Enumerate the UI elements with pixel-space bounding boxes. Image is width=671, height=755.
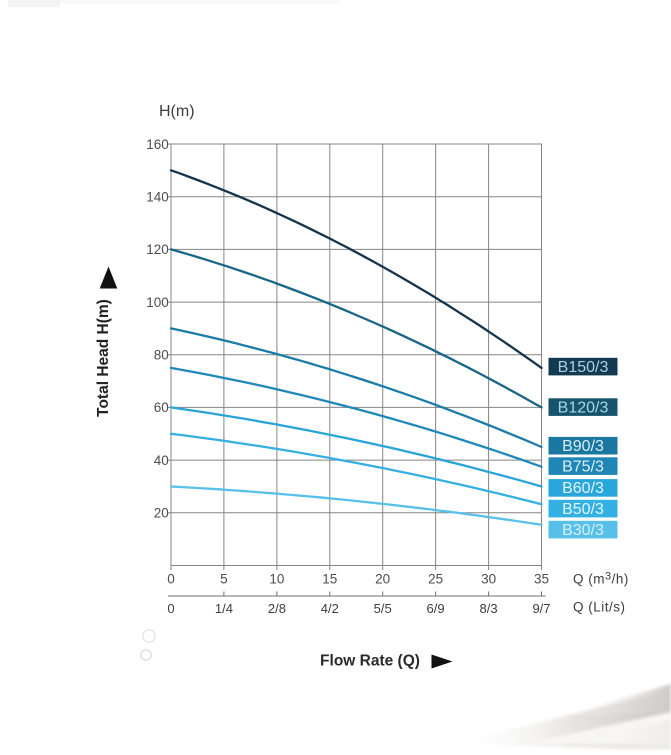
svg-text:40: 40 bbox=[154, 453, 169, 468]
svg-text:20: 20 bbox=[154, 506, 169, 521]
svg-text:B30/3: B30/3 bbox=[562, 522, 604, 539]
svg-text:1/4: 1/4 bbox=[215, 601, 233, 616]
svg-text:B75/3: B75/3 bbox=[562, 458, 604, 475]
svg-text:H(m): H(m) bbox=[159, 103, 195, 120]
svg-text:120: 120 bbox=[146, 242, 169, 257]
svg-text:25: 25 bbox=[428, 572, 443, 587]
svg-text:0: 0 bbox=[167, 572, 175, 587]
svg-text:B50/3: B50/3 bbox=[562, 501, 604, 518]
svg-text:140: 140 bbox=[146, 190, 169, 205]
svg-text:15: 15 bbox=[322, 572, 337, 587]
svg-text:80: 80 bbox=[154, 348, 169, 363]
svg-text:B90/3: B90/3 bbox=[562, 438, 604, 455]
svg-text:B60/3: B60/3 bbox=[562, 480, 604, 497]
svg-text:5: 5 bbox=[220, 572, 228, 587]
svg-text:Flow Rate (Q): Flow Rate (Q) bbox=[320, 653, 420, 670]
svg-text:4/2: 4/2 bbox=[321, 601, 339, 616]
svg-text:100: 100 bbox=[146, 295, 169, 310]
svg-text:Q (m3/h): Q (m3/h) bbox=[573, 571, 629, 587]
svg-text:0: 0 bbox=[167, 601, 174, 616]
svg-text:8/3: 8/3 bbox=[480, 601, 498, 616]
svg-text:9/7: 9/7 bbox=[532, 601, 550, 616]
svg-text:2/8: 2/8 bbox=[268, 601, 286, 616]
svg-text:6/9: 6/9 bbox=[427, 601, 445, 616]
svg-text:20: 20 bbox=[375, 572, 390, 587]
svg-text:Q (Lit/s): Q (Lit/s) bbox=[573, 600, 626, 615]
svg-text:10: 10 bbox=[269, 572, 284, 587]
svg-text:30: 30 bbox=[481, 572, 496, 587]
svg-text:160: 160 bbox=[146, 137, 169, 152]
svg-text:35: 35 bbox=[534, 572, 549, 587]
svg-text:5/5: 5/5 bbox=[374, 601, 392, 616]
svg-text:Total Head H(m): Total Head H(m) bbox=[95, 299, 112, 417]
svg-text:B150/3: B150/3 bbox=[558, 359, 609, 376]
svg-text:60: 60 bbox=[154, 400, 169, 415]
svg-text:B120/3: B120/3 bbox=[558, 399, 609, 416]
